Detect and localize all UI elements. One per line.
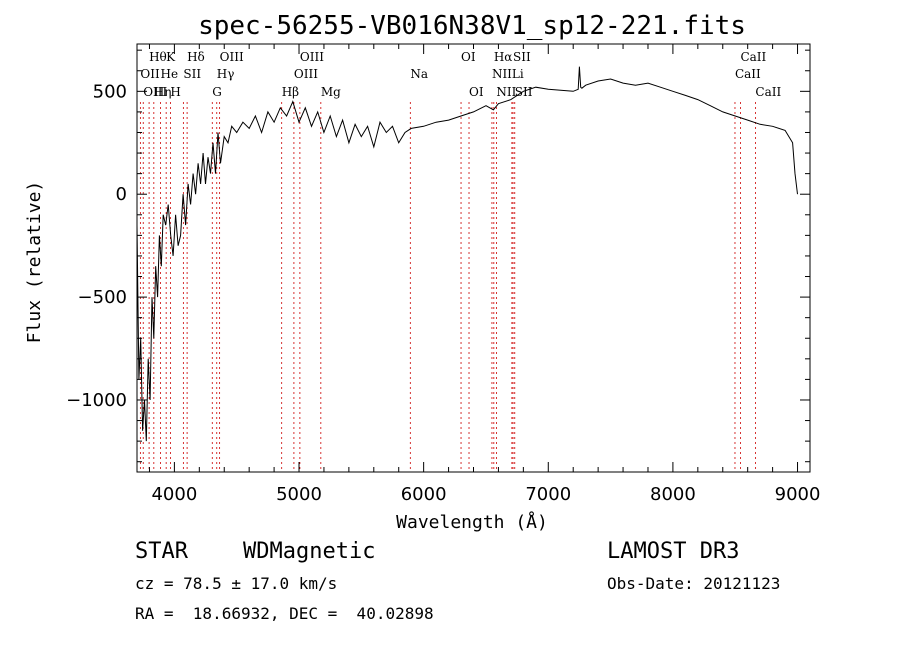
- y-tick-label: −500: [78, 287, 127, 308]
- y-axis-label: Flux (relative): [24, 181, 45, 344]
- marker-label: Hδ: [187, 50, 205, 64]
- marker-label: NII: [492, 67, 512, 81]
- y-tick-label: 500: [93, 81, 127, 102]
- series-group: [136, 66, 798, 442]
- survey-name: LAMOST DR3: [607, 539, 740, 564]
- marker-label: OII: [140, 67, 160, 81]
- marker-label: OIII: [300, 50, 324, 64]
- marker-label: Mg: [321, 85, 341, 99]
- marker-label: OIII: [294, 67, 318, 81]
- axes: 4000 5000 6000 7000 8000 9000 −1000 −500 0 500: [66, 44, 820, 505]
- marker-label: CaII: [755, 85, 781, 99]
- y-tick-label: −1000: [66, 390, 127, 411]
- x-tick-label: 9000: [775, 484, 821, 505]
- marker-label: Hβ: [282, 85, 299, 99]
- marker-label: SII: [513, 50, 531, 64]
- marker-label: NII: [496, 85, 516, 99]
- marker-label: CaII: [740, 50, 766, 64]
- marker-label: Hθ: [149, 50, 167, 64]
- marker-label: G: [212, 85, 222, 99]
- x-axis-label: Wavelength (Å): [396, 511, 548, 533]
- marker-label: Hγ: [217, 67, 235, 81]
- y-tick-label: 0: [116, 184, 127, 205]
- marker-label: OI: [469, 85, 484, 99]
- redshift-text: cz = 78.5 ± 17.0 km/s: [135, 574, 338, 593]
- marker-label: H: [170, 85, 180, 99]
- marker-label: OIII: [220, 50, 244, 64]
- x-tick-label: 5000: [276, 484, 322, 505]
- marker-label: Hα: [494, 50, 513, 64]
- series-line: [136, 66, 798, 442]
- marker-label: SII: [183, 67, 201, 81]
- obs-date: Obs-Date: 20121123: [607, 574, 781, 593]
- marker-label: Li: [512, 67, 524, 81]
- marker-label: OIII: [143, 85, 167, 99]
- marker-label: K: [166, 50, 176, 64]
- plot-frame: [136, 43, 811, 473]
- ra-dec: RA = 18.66932, DEC = 40.02898: [135, 604, 434, 623]
- x-tick-label: 8000: [650, 484, 696, 505]
- marker-label: He: [161, 67, 179, 81]
- x-tick-label: 4000: [151, 484, 197, 505]
- x-tick-label: 7000: [525, 484, 571, 505]
- chart-title: spec-56255-VB016N38V1_sp12-221.fits: [198, 11, 746, 41]
- marker-label: SII: [515, 85, 533, 99]
- marker-label: Na: [410, 67, 428, 81]
- marker-label: Hη: [154, 85, 172, 99]
- object-class: STAR: [135, 539, 188, 564]
- marker-label: CaII: [735, 67, 761, 81]
- marker-label: OI: [461, 50, 476, 64]
- x-tick-label: 6000: [401, 484, 447, 505]
- object-subclass: WDMagnetic: [243, 539, 376, 564]
